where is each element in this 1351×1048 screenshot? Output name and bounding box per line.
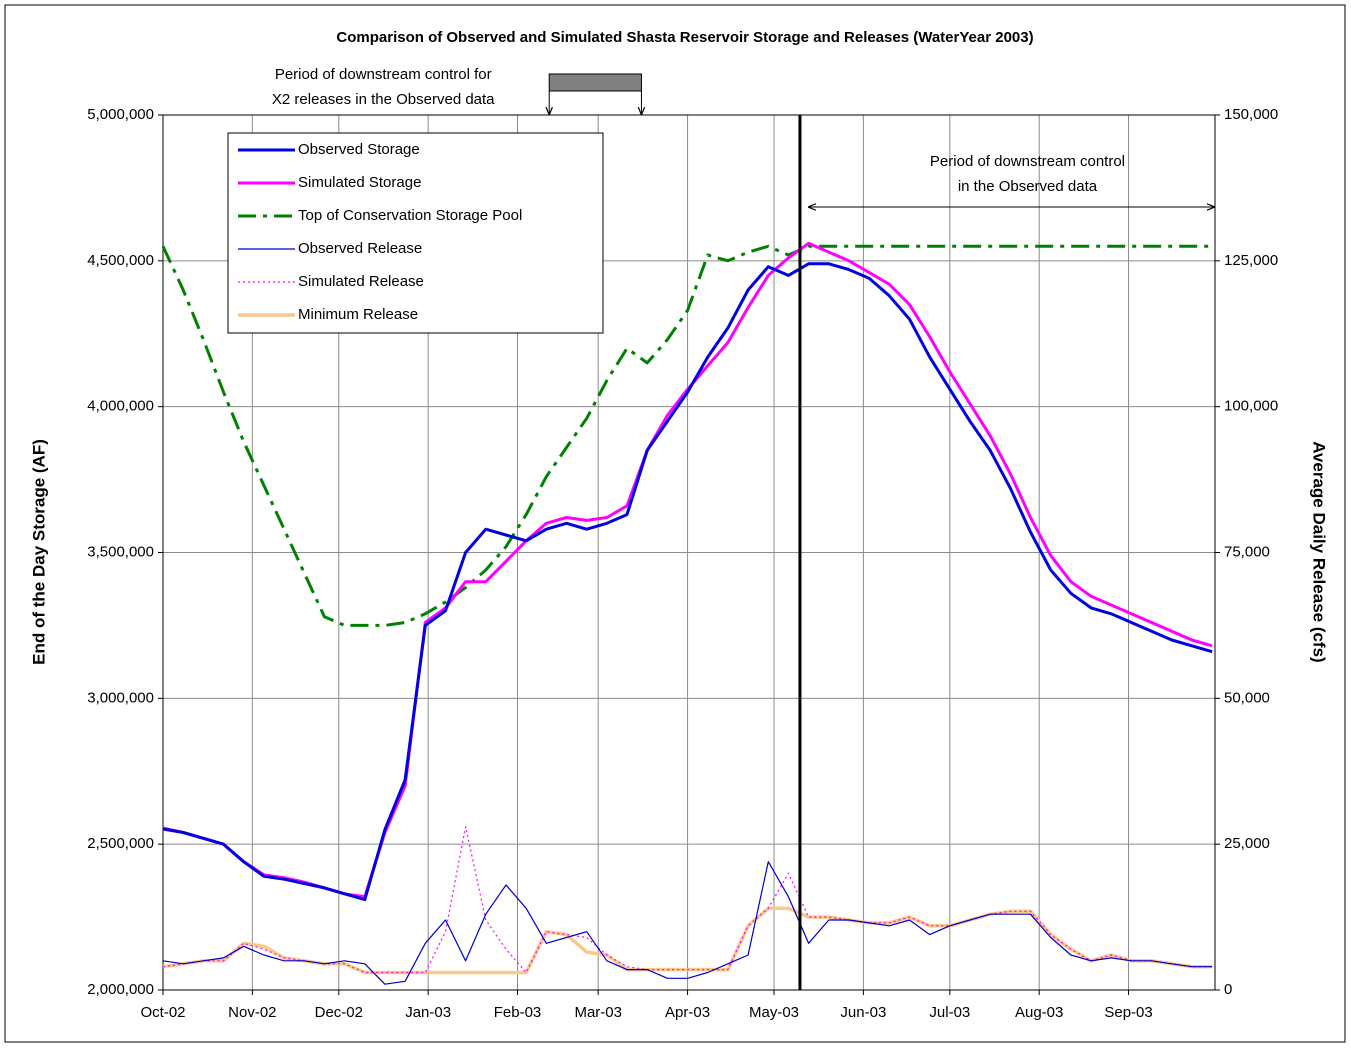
legend: Observed Storage Simulated Storage Top of … [227,132,604,334]
plot-border [162,114,1216,991]
x-tick-label: Oct-02 [140,1004,185,1021]
series-line [162,861,1213,985]
legend-label: Simulated Release [298,273,424,290]
legend-label: Top of Conservation Storage Pool [298,207,522,224]
legend-box [227,132,604,334]
period-box [548,73,642,92]
x-tick-label: Aug-03 [1015,1004,1063,1021]
x-tick-label: May-03 [749,1004,799,1021]
y-tick-label: 4,500,000 [87,252,154,269]
legend-label: Minimum Release [298,306,418,323]
y2-tick-label: 100,000 [1224,398,1278,415]
x-tick-label: Mar-03 [574,1004,622,1021]
x-tick-label: Sep-03 [1104,1004,1152,1021]
y2-tick-label: 75,000 [1224,543,1270,560]
y-tick-label: 4,000,000 [87,398,154,415]
annotation-text: X2 releases in the Observed data [272,91,495,108]
series-line [162,262,1213,902]
y-tick-label: 3,500,000 [87,543,154,560]
annotation-text: in the Observed data [958,178,1098,195]
x-tick-label: Jan-03 [405,1004,451,1021]
y-tick-label: 3,000,000 [87,689,154,706]
y2-tick-label: 0 [1224,981,1232,998]
y2-tick-label: 50,000 [1224,689,1270,706]
y2-tick-label: 150,000 [1224,106,1278,123]
annotation-text: Period of downstream control for [275,66,492,83]
legend-label: Observed Release [298,240,422,257]
x-tick-label: Apr-03 [665,1004,710,1021]
y-tick-label: 2,000,000 [87,981,154,998]
x-tick-label: Nov-02 [228,1004,276,1021]
series-line [162,826,1213,974]
legend-label: Observed Storage [298,141,420,158]
y-tick-label: 5,000,000 [87,106,154,123]
y-tick-label: 2,500,000 [87,835,154,852]
y2-tick-label: 25,000 [1224,835,1270,852]
x-tick-label: Jun-03 [840,1004,886,1021]
x-tick-label: Jul-03 [929,1004,970,1021]
x-tick-label: Feb-03 [494,1004,542,1021]
series-line [161,244,1213,627]
y2-tick-label: 125,000 [1224,252,1278,269]
y-axis-label: End of the Day Storage (AF) [29,439,48,665]
chart-title: Comparison of Observed and Simulated Sha… [336,29,1033,46]
x-tick-label: Dec-02 [315,1004,363,1021]
annotation-text: Period of downstream control [930,153,1125,170]
y2-axis-label: Average Daily Release (cfs) [1310,441,1329,662]
legend-label: Simulated Storage [298,174,421,191]
